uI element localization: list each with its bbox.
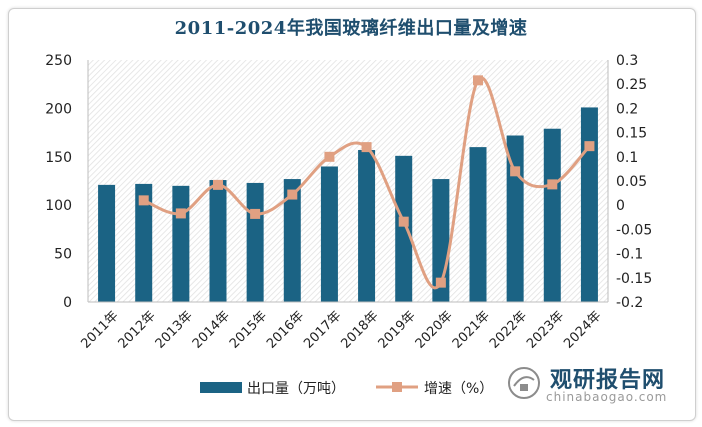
- watermark-url: chinabaogao.com: [546, 390, 668, 404]
- left-tick-label: 150: [45, 150, 72, 166]
- right-tick-label: -0.05: [616, 222, 652, 238]
- left-tick-label: 50: [54, 247, 72, 263]
- x-tick-label: 2015年: [227, 308, 270, 351]
- bar-8: [358, 150, 376, 302]
- right-tick-label: 0.05: [616, 174, 647, 190]
- x-tick-label: 2021年: [450, 308, 493, 351]
- right-tick-label: 0.25: [616, 77, 647, 93]
- bar-5: [246, 182, 264, 302]
- growth-point-13: [547, 179, 558, 190]
- right-tick-label: -0.1: [616, 247, 643, 263]
- growth-point-11: [473, 75, 483, 86]
- growth-point-2: [138, 195, 149, 206]
- right-tick-label: 0.1: [616, 150, 638, 166]
- plot-area: [88, 60, 608, 302]
- growth-point-9: [398, 216, 409, 227]
- growth-point-10: [435, 277, 446, 288]
- x-tick-label: 2018年: [338, 308, 381, 351]
- legend-label-bar: 出口量（万吨）: [247, 381, 345, 397]
- growth-point-6: [287, 189, 298, 200]
- legend-swatch-bar: [200, 382, 242, 393]
- growth-point-5: [250, 208, 261, 219]
- bar-4: [209, 180, 227, 302]
- bar-13: [543, 128, 561, 302]
- left-tick-label: 100: [45, 198, 72, 214]
- bar-7: [320, 166, 338, 302]
- x-tick-label: 2019年: [376, 308, 419, 351]
- growth-point-12: [510, 166, 521, 177]
- x-tick-label: 2012年: [116, 308, 159, 351]
- watermark-logo-icon: [508, 367, 540, 399]
- growth-point-14: [584, 141, 595, 152]
- right-tick-label: 0.3: [616, 53, 638, 69]
- growth-line: [143, 76, 591, 290]
- x-tick-label: 2013年: [153, 308, 196, 351]
- x-tick-label: 2023年: [524, 308, 567, 351]
- left-tick-label: 200: [45, 101, 72, 117]
- growth-point-4: [213, 179, 223, 190]
- growth-point-8: [361, 142, 372, 153]
- x-tick-label: 2024年: [561, 308, 604, 351]
- left-tick-label: 250: [45, 53, 72, 69]
- legend-label-line: 增速（%）: [424, 381, 493, 397]
- bar-6: [283, 179, 301, 302]
- chart-title: 2011-2024年我国玻璃纤维出口量及增速: [174, 18, 528, 39]
- x-tick-label: 2020年: [413, 308, 456, 351]
- bar-11: [469, 147, 487, 302]
- x-tick-label: 2016年: [264, 308, 307, 351]
- bar-2: [135, 183, 153, 302]
- x-tick-label: 2022年: [487, 308, 530, 351]
- right-tick-label: 0.15: [616, 126, 647, 142]
- bar-14: [580, 107, 598, 302]
- left-tick-label: 0: [63, 295, 72, 311]
- right-tick-label: 0: [616, 198, 625, 214]
- x-tick-label: 2014年: [190, 308, 233, 351]
- legend-swatch-marker: [392, 382, 402, 392]
- watermark-name: 观研报告网: [550, 368, 666, 393]
- right-tick-label: 0.2: [616, 101, 638, 117]
- x-tick-label: 2017年: [301, 308, 344, 351]
- watermark: 观研报告网 chinabaogao.com: [498, 362, 688, 408]
- x-tick-label: 2011年: [78, 308, 121, 351]
- bar-9: [395, 155, 413, 302]
- bar-3: [172, 185, 190, 302]
- growth-point-3: [175, 208, 186, 219]
- growth-point-7: [324, 151, 335, 162]
- bar-1: [98, 184, 116, 302]
- right-tick-label: -0.15: [616, 271, 652, 287]
- right-tick-label: -0.2: [616, 295, 643, 311]
